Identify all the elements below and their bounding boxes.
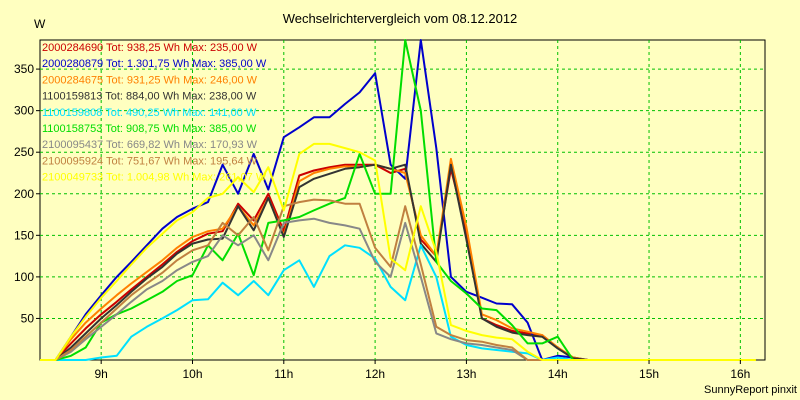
legend-entry: 1100158753 Tot: 908,75 Wh Max: 385,00 W	[42, 123, 257, 135]
x-tick-label: 12h	[365, 367, 385, 381]
legend-entry: 1100159808 Tot: 490,25 Wh Max: 141,00 W	[42, 107, 257, 119]
y-tick-label: 50	[21, 311, 35, 325]
legend-entry: 2000284675 Tot: 931,25 Wh Max: 246,00 W	[42, 74, 258, 86]
y-tick-label: 200	[14, 187, 34, 201]
series-line	[40, 142, 756, 361]
y-tick-label: 100	[14, 270, 34, 284]
y-axis-label: W	[34, 17, 46, 31]
y-tick-label: 350	[14, 62, 34, 76]
y-tick-label: 250	[14, 145, 34, 159]
legend-entry: 2100095437 Tot: 669,82 Wh Max: 170,93 W	[42, 139, 258, 151]
x-tick-label: 9h	[94, 367, 107, 381]
x-tick-label: 14h	[548, 367, 568, 381]
x-tick-label: 16h	[730, 367, 750, 381]
legend-entry: 2000280879 Tot: 1.301,75 Wh Max: 385,00 …	[42, 58, 267, 70]
series-lines	[40, 39, 756, 361]
legend-entry: 1100159813 Tot: 884,00 Wh Max: 238,00 W	[42, 91, 257, 103]
legend-entry: 2100095924 Tot: 751,67 Wh Max: 195,64 W	[42, 155, 258, 167]
y-tick-label: 150	[14, 228, 34, 242]
plot-area	[39, 39, 766, 361]
chart-title: Wechselrichtervergleich vom 08.12.2012	[283, 11, 518, 26]
x-tick-label: 13h	[456, 367, 476, 381]
legend-entry: 2100049733 Tot: 1.004,98 Wh Max: 261,07 …	[42, 172, 267, 184]
x-tick-label: 10h	[182, 367, 202, 381]
footer-credit: SunnyReport pinxit	[704, 384, 797, 396]
legend-entry: 2000284690 Tot: 938,25 Wh Max: 235,00 W	[42, 42, 258, 54]
x-tick-label: 11h	[274, 367, 293, 381]
axes: 50 100 150 200 250 300 350 9h 10h 11h 12h 13h 14h 15h…	[14, 62, 750, 381]
legend: 2000284690 Tot: 938,25 Wh Max: 235,00 W 2…	[42, 42, 267, 184]
y-tick-label: 300	[14, 104, 34, 118]
x-tick-label: 15h	[639, 367, 659, 381]
